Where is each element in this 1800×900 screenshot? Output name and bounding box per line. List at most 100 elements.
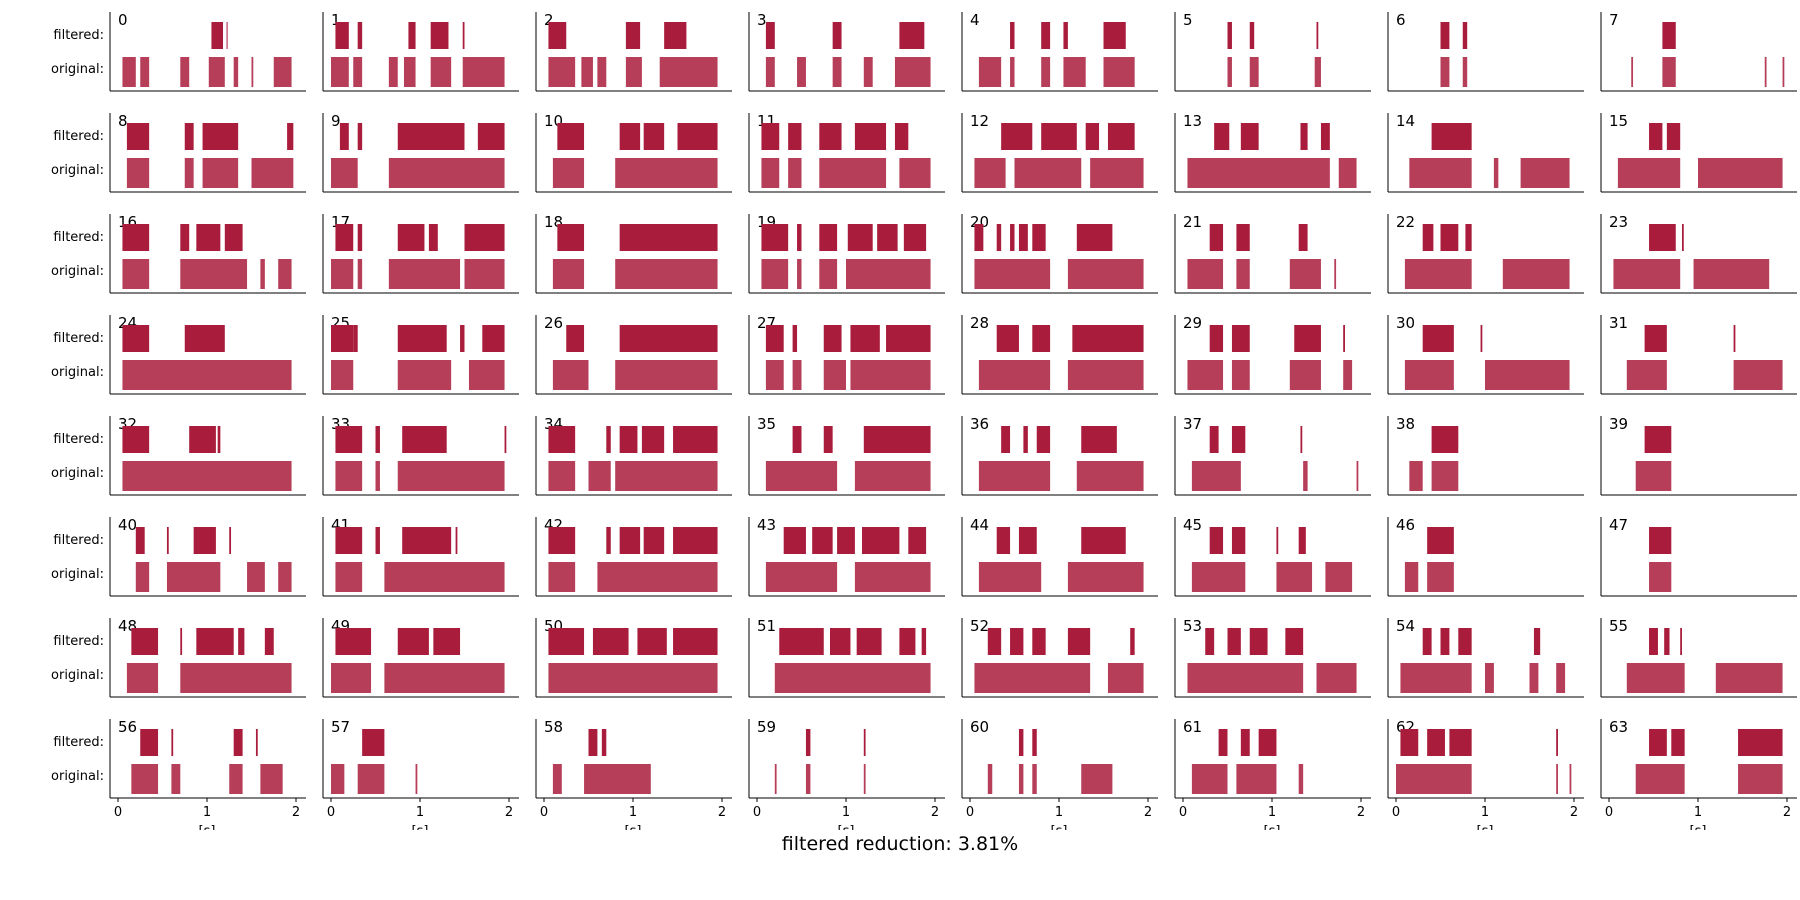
filtered-spike-bar [180, 224, 190, 251]
filtered-spike-bar [166, 527, 169, 554]
original-spike-bar [180, 663, 292, 693]
panel-title: 39 [1609, 415, 1628, 433]
panel-title: 9 [331, 112, 341, 130]
filtered-spike-bar [987, 628, 1002, 655]
filtered-spike-bar [643, 527, 665, 554]
original-spike-bar [122, 360, 292, 390]
filtered-spike-bar [908, 527, 927, 554]
raster-panel: 6 [1387, 11, 1584, 92]
filtered-spike-bar [637, 628, 667, 655]
raster-chart-grid: 0 filtered: original: 1 2 3 4 5 6 7 8 filtered: orig… [51, 11, 1797, 839]
x-axis-label: [s] [1264, 824, 1281, 830]
raster-panel: 11 [748, 112, 945, 193]
filtered-spike-bar [1733, 325, 1736, 352]
original-spike-bar [548, 663, 718, 693]
raster-panel: 43 [748, 516, 945, 597]
original-spike-bar [388, 158, 505, 188]
filtered-spike-bar [1649, 628, 1658, 655]
filtered-spike-bar [1209, 426, 1219, 453]
original-spike-bar [357, 764, 385, 794]
raster-panel: 30 [1387, 314, 1584, 395]
filtered-spike-bar [1130, 628, 1135, 655]
original-spike-bar [335, 461, 363, 491]
original-spike-bar [397, 360, 452, 390]
panel-title: 23 [1609, 213, 1628, 231]
raster-panel: 52 [961, 617, 1158, 698]
filtered-spike-bar [375, 426, 380, 453]
panel-title: 53 [1183, 617, 1202, 635]
filtered-spike-bar [331, 325, 354, 352]
original-spike-bar [1715, 663, 1783, 693]
raster-panel: 58 0 1 2 [s] [535, 718, 732, 839]
original-spike-bar [1649, 562, 1672, 592]
filtered-spike-bar [877, 224, 898, 251]
filtered-spike-bar [899, 628, 916, 655]
filtered-spike-bar [566, 325, 585, 352]
original-spike-bar [1236, 764, 1277, 794]
x-tick-label: 1 [1268, 805, 1276, 820]
original-spike-bar [1314, 57, 1321, 87]
original-spike-bar [1396, 764, 1472, 794]
raster-panel: 8 filtered: original: [51, 112, 306, 193]
original-spike-bar [625, 57, 642, 87]
panel-title: 51 [757, 617, 776, 635]
panel-title: 60 [970, 718, 989, 736]
raster-panel: 36 [961, 415, 1158, 496]
filtered-spike-bar [287, 123, 294, 150]
original-spike-bar [1032, 764, 1037, 794]
panel-title: 44 [970, 516, 989, 534]
panel-title: 52 [970, 617, 989, 635]
original-spike-bar [1493, 158, 1499, 188]
row-label-original: original: [51, 567, 104, 582]
filtered-spike-bar [140, 729, 159, 756]
x-tick-label: 2 [505, 805, 513, 820]
x-tick-label: 0 [753, 805, 761, 820]
filtered-spike-bar [189, 426, 216, 453]
original-spike-bar [180, 57, 190, 87]
original-spike-bar [1249, 57, 1259, 87]
panel-title: 36 [970, 415, 989, 433]
original-spike-bar [1400, 663, 1472, 693]
original-spike-bar [180, 259, 248, 289]
original-spike-bar [1520, 158, 1570, 188]
original-spike-bar [1018, 764, 1024, 794]
row-label-filtered: filtered: [53, 533, 104, 548]
x-tick-label: 1 [629, 805, 637, 820]
raster-panel: 35 [748, 415, 945, 496]
filtered-spike-bar [1081, 527, 1126, 554]
filtered-spike-bar [779, 628, 824, 655]
original-spike-bar [1738, 764, 1783, 794]
panel-title: 37 [1183, 415, 1202, 433]
panel-title: 43 [757, 516, 776, 534]
original-spike-bar [1107, 663, 1144, 693]
filtered-spike-bar [1400, 729, 1419, 756]
filtered-spike-bar [1298, 527, 1306, 554]
filtered-spike-bar [1032, 224, 1046, 251]
filtered-spike-bar [619, 123, 641, 150]
raster-panel: 31 [1600, 314, 1797, 395]
filtered-spike-bar [1076, 224, 1113, 251]
filtered-spike-bar [335, 426, 363, 453]
raster-panel: 39 [1600, 415, 1797, 496]
original-spike-bar [1569, 764, 1572, 794]
filtered-spike-bar [1209, 224, 1224, 251]
x-tick-label: 2 [1144, 805, 1152, 820]
original-spike-bar [850, 360, 931, 390]
original-spike-bar [251, 57, 254, 87]
filtered-spike-bar [464, 224, 505, 251]
x-tick-label: 2 [931, 805, 939, 820]
filtered-spike-bar [1085, 123, 1100, 150]
original-spike-bar [974, 158, 1006, 188]
original-spike-bar [761, 158, 780, 188]
panel-title: 2 [544, 11, 554, 29]
filtered-spike-bar [196, 628, 234, 655]
filtered-spike-bar [1249, 628, 1268, 655]
panel-title: 6 [1396, 11, 1406, 29]
original-spike-bar [1529, 663, 1539, 693]
original-spike-bar [1485, 663, 1494, 693]
original-spike-bar [552, 360, 589, 390]
filtered-spike-bar [428, 224, 438, 251]
filtered-spike-bar [619, 224, 718, 251]
